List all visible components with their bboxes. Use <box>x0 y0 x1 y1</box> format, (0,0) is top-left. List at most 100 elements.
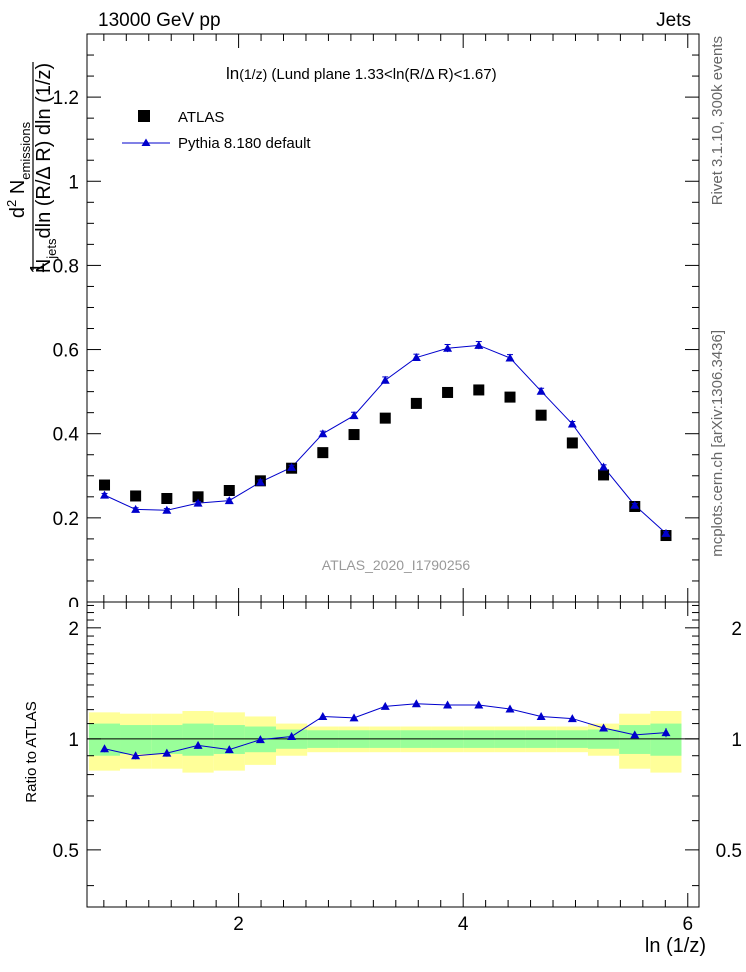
legend-atlas-label: ATLAS <box>178 109 224 126</box>
ratio-point <box>255 735 265 744</box>
ratio-point <box>318 711 328 720</box>
ylabel-sup: 2 <box>4 200 19 207</box>
pythia-point <box>443 343 453 352</box>
rivet-label: Rivet 3.1.10, 300k events <box>709 36 726 205</box>
pythia-line <box>104 344 667 534</box>
ratio-point <box>380 701 390 710</box>
main-ticks: 0.2 0.4 0.6 0.8 1 1.2 0 <box>53 34 699 616</box>
pythia-point <box>599 462 609 471</box>
atlas-point <box>442 386 454 398</box>
ylabel-numerator: d2 Nemissions <box>4 121 33 218</box>
ylabel-den-rest: dln (R/Δ R) dln (1/z) <box>33 63 55 239</box>
pythia-point <box>349 411 359 420</box>
pythia-point <box>411 353 421 362</box>
ratio-point <box>224 745 234 754</box>
main-panel: 0.2 0.4 0.6 0.8 1 1.2 0 ATLAS_2020_I1790256 ln… <box>4 33 700 616</box>
ylabel-den-jets: jets <box>44 238 59 260</box>
ratio-point <box>411 699 421 708</box>
ratio-point <box>630 730 640 739</box>
ratio-point <box>536 711 546 720</box>
xlabel: ln (1/z) <box>645 935 706 957</box>
ratio-tick-label: 1 <box>68 730 79 751</box>
ratio-tick-label: 2 <box>68 619 79 640</box>
ratio-point <box>100 744 110 753</box>
atlas-point <box>161 492 173 504</box>
x-tick-label: 2 <box>233 914 244 935</box>
legend-atlas-marker <box>138 110 150 122</box>
y-tick-label: 1 <box>68 172 79 193</box>
atlas-point <box>223 485 235 497</box>
pythia-point <box>567 419 577 428</box>
ratio-point <box>131 751 141 760</box>
pythia-point <box>131 504 141 513</box>
x-tick-labels: 2 4 6 <box>233 914 693 935</box>
ratio-panel: 0.5 0.5 1 1 2 2 Ratio to ATLAS <box>23 601 742 908</box>
title-range-a: (Lund plane 1.33<ln(R/ <box>267 66 425 83</box>
header-process: Jets <box>656 10 691 31</box>
pythia-point <box>505 353 515 362</box>
y-tick-label: 0.6 <box>53 341 79 362</box>
mcplots-label: mcplots.cern.ch [arXiv:1306.3436] <box>709 330 726 557</box>
ratio-band-inner <box>120 725 152 754</box>
ylabel-emissions: emissions <box>18 121 33 179</box>
ratio-point <box>474 700 484 709</box>
ratio-tick-label-right: 0.5 <box>716 841 742 862</box>
ylabel-den-N: N <box>33 259 55 273</box>
main-marks <box>99 340 672 542</box>
ratio-point <box>349 713 359 722</box>
ratio-bands <box>87 710 699 773</box>
ratio-ticks: 0.5 0.5 1 1 2 2 <box>53 602 742 907</box>
atlas-point <box>473 384 485 396</box>
pythia-point <box>193 498 203 507</box>
atlas-point <box>504 391 516 403</box>
pythia-point <box>630 500 640 509</box>
y-tick-label: 0.8 <box>53 256 79 277</box>
atlas-point <box>598 469 610 481</box>
pythia-point <box>255 477 265 486</box>
pythia-point <box>536 386 546 395</box>
atlas-point <box>348 429 360 441</box>
pythia-point <box>318 429 328 438</box>
ylabel-denominator: Njetsdln (R/Δ R) dln (1/z) <box>33 63 59 273</box>
ratio-tick-label-right: 1 <box>731 730 742 751</box>
y-tick-label: 0.2 <box>53 509 79 530</box>
atlas-point <box>192 491 204 503</box>
ratio-point <box>567 714 577 723</box>
ratio-point <box>661 728 671 737</box>
atlas-point <box>99 479 111 491</box>
y-tick-label: 1.2 <box>53 88 79 109</box>
atlas-point <box>317 447 329 459</box>
atlas-point <box>566 437 578 449</box>
ratio-point <box>162 748 172 757</box>
ratio-tick-label-right: 2 <box>731 619 742 640</box>
atlas-point <box>379 412 391 424</box>
ratio-point <box>443 700 453 709</box>
watermark: ATLAS_2020_I1790256 <box>322 557 471 573</box>
pythia-point <box>162 505 172 514</box>
ylabel-d: d <box>7 207 29 218</box>
y-tick-label: 0.4 <box>53 425 80 446</box>
atlas-point <box>410 397 422 409</box>
x-tick-label: 4 <box>458 914 469 935</box>
pythia-point <box>474 340 484 349</box>
title-arg: (1/z) <box>239 66 267 82</box>
ratio-band-inner <box>182 723 214 756</box>
pythia-point <box>380 375 390 384</box>
ratio-point <box>287 731 297 740</box>
title-ln: ln <box>226 64 239 83</box>
atlas-point <box>535 409 547 421</box>
ratio-tick-label: 0.5 <box>53 841 79 862</box>
ratio-frame <box>86 601 700 908</box>
title-delta: Δ <box>424 66 434 83</box>
pythia-point <box>100 490 110 499</box>
pythia-point <box>287 462 297 471</box>
y-tick-label-zero: 0 <box>68 595 79 616</box>
title-range-b: R)<1.67) <box>434 66 497 83</box>
svg-text:Njetsdln (R/Δ R) dln (1/z): Njetsdln (R/Δ R) dln (1/z) <box>33 63 59 273</box>
header-energy: 13000 GeV pp <box>98 10 221 31</box>
atlas-point <box>130 490 142 502</box>
legend-pythia-label: Pythia 8.180 default <box>178 135 311 152</box>
ratio-marks <box>100 699 671 760</box>
legend-pythia-marker <box>141 138 151 146</box>
